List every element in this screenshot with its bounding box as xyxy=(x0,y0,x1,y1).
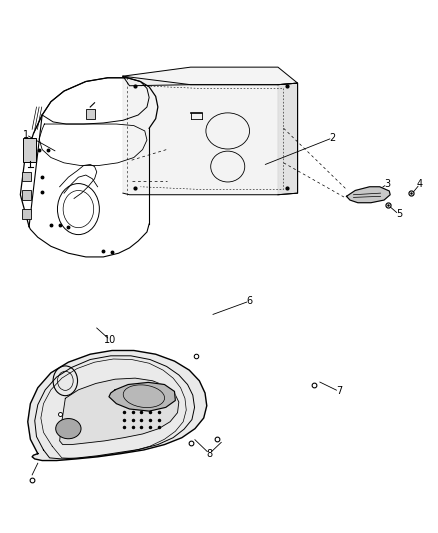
Bar xyxy=(21,209,31,219)
Text: 3: 3 xyxy=(384,179,390,189)
Text: 1: 1 xyxy=(23,130,29,140)
Bar xyxy=(86,109,95,119)
Polygon shape xyxy=(28,351,207,461)
Polygon shape xyxy=(109,382,175,411)
Polygon shape xyxy=(346,187,390,203)
FancyBboxPatch shape xyxy=(22,138,36,163)
Text: 4: 4 xyxy=(417,179,423,189)
Bar xyxy=(21,172,31,181)
Text: 6: 6 xyxy=(247,296,253,306)
Ellipse shape xyxy=(56,418,81,439)
Polygon shape xyxy=(60,378,179,445)
Polygon shape xyxy=(278,83,297,195)
Text: 10: 10 xyxy=(104,335,116,345)
Polygon shape xyxy=(123,76,297,195)
Text: 8: 8 xyxy=(206,449,212,458)
Text: 2: 2 xyxy=(329,133,336,143)
Text: 7: 7 xyxy=(336,386,342,397)
Polygon shape xyxy=(123,67,297,86)
Text: 5: 5 xyxy=(396,209,402,220)
Bar xyxy=(21,190,31,200)
